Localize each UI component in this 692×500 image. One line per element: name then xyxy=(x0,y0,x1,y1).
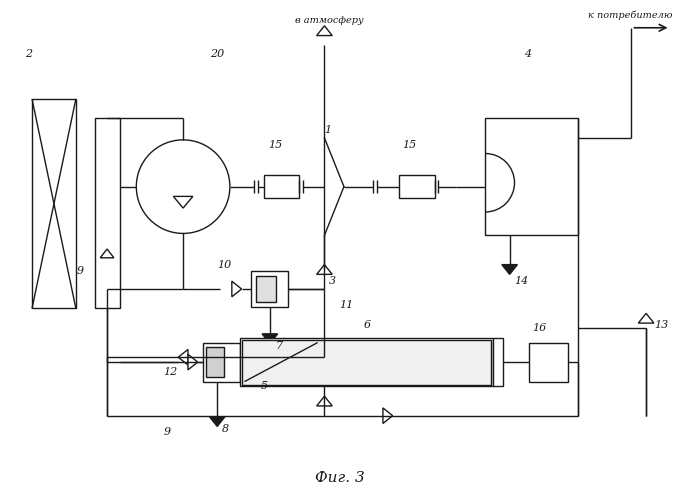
Bar xyxy=(264,175,299,199)
Text: 1: 1 xyxy=(325,125,331,135)
Polygon shape xyxy=(262,334,277,344)
Text: 9: 9 xyxy=(163,427,171,437)
Polygon shape xyxy=(638,314,654,323)
Polygon shape xyxy=(317,264,332,274)
Bar xyxy=(256,276,275,301)
Bar xyxy=(485,118,578,236)
Polygon shape xyxy=(188,354,198,370)
Text: 12: 12 xyxy=(163,367,178,377)
Text: в атмосферу: в атмосферу xyxy=(295,16,364,25)
Polygon shape xyxy=(502,264,518,274)
Text: 11: 11 xyxy=(339,300,354,310)
Text: 7: 7 xyxy=(275,342,283,351)
Bar xyxy=(203,342,239,382)
Polygon shape xyxy=(210,416,225,426)
Text: 15: 15 xyxy=(403,140,417,149)
Text: 9: 9 xyxy=(77,266,84,276)
Bar xyxy=(493,338,503,386)
Polygon shape xyxy=(179,350,188,365)
Polygon shape xyxy=(174,196,193,208)
Circle shape xyxy=(136,140,230,234)
Text: 20: 20 xyxy=(210,49,225,59)
Bar xyxy=(251,272,289,306)
Bar xyxy=(399,175,435,199)
Text: 6: 6 xyxy=(363,320,370,330)
Polygon shape xyxy=(100,249,114,258)
Text: 14: 14 xyxy=(515,276,529,286)
Text: 10: 10 xyxy=(217,260,231,270)
Polygon shape xyxy=(232,281,242,297)
Polygon shape xyxy=(383,408,392,424)
Bar xyxy=(206,348,224,376)
Polygon shape xyxy=(317,26,332,36)
Bar xyxy=(529,342,568,382)
Polygon shape xyxy=(317,396,332,406)
Text: 5: 5 xyxy=(261,382,268,392)
Text: 16: 16 xyxy=(532,323,546,333)
Text: Фиг. 3: Фиг. 3 xyxy=(315,471,365,485)
Text: 15: 15 xyxy=(268,140,282,149)
Bar xyxy=(32,99,76,308)
Text: 4: 4 xyxy=(525,49,531,59)
Text: 13: 13 xyxy=(654,320,668,330)
Text: к потребителю: к потребителю xyxy=(588,10,672,20)
Text: 8: 8 xyxy=(222,424,229,434)
Text: 2: 2 xyxy=(25,49,33,59)
Bar xyxy=(239,338,493,386)
Bar xyxy=(242,340,491,384)
Bar xyxy=(95,118,120,308)
Text: 3: 3 xyxy=(329,276,336,286)
